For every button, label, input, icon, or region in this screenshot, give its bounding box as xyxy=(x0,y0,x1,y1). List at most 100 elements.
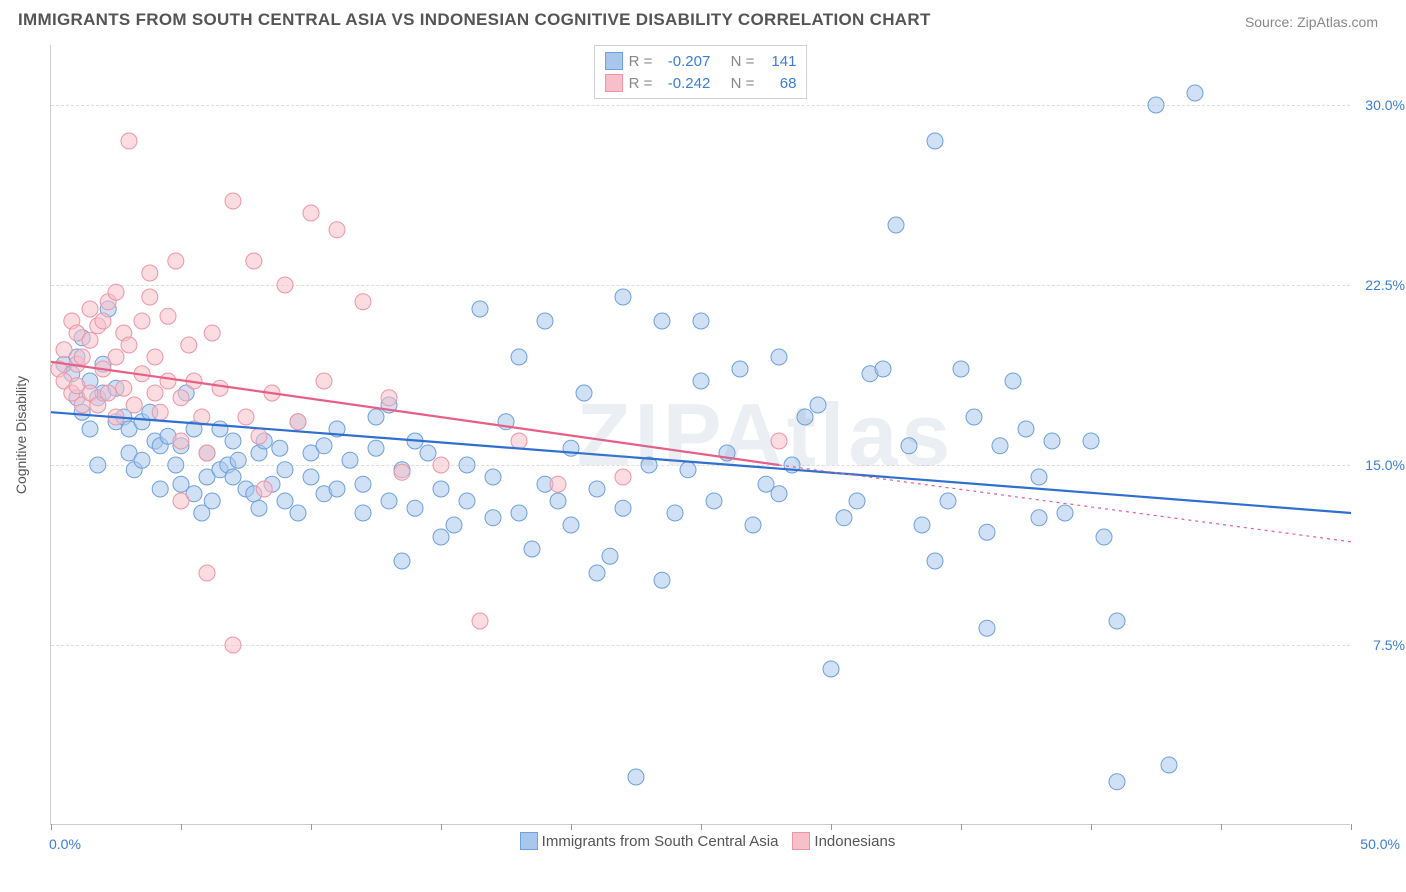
legend-swatch xyxy=(792,832,810,850)
data-point xyxy=(563,517,579,533)
x-tick-mark xyxy=(831,824,832,830)
data-point xyxy=(290,505,306,521)
data-point xyxy=(142,265,158,281)
data-point xyxy=(316,373,332,389)
data-point xyxy=(615,289,631,305)
data-point xyxy=(277,493,293,509)
data-point xyxy=(680,462,696,478)
data-point xyxy=(329,222,345,238)
data-point xyxy=(126,397,142,413)
data-point xyxy=(303,205,319,221)
legend-r-value: -0.207 xyxy=(658,53,710,70)
data-point xyxy=(90,457,106,473)
data-point xyxy=(277,277,293,293)
legend-swatch xyxy=(605,52,623,70)
data-point xyxy=(173,390,189,406)
data-point xyxy=(602,548,618,564)
data-point xyxy=(615,469,631,485)
data-point xyxy=(1187,85,1203,101)
data-point xyxy=(368,440,384,456)
y-tick-label: 7.5% xyxy=(1355,637,1405,653)
data-point xyxy=(927,553,943,569)
legend-r-value: -0.242 xyxy=(658,75,710,92)
data-point xyxy=(485,510,501,526)
data-point xyxy=(277,462,293,478)
data-point xyxy=(1031,469,1047,485)
x-tick-max: 50.0% xyxy=(1360,836,1400,852)
data-point xyxy=(693,313,709,329)
data-point xyxy=(875,361,891,377)
data-point xyxy=(732,361,748,377)
data-point xyxy=(914,517,930,533)
correlation-legend: R =-0.207 N =141R =-0.242 N =68 xyxy=(594,45,808,99)
data-point xyxy=(168,253,184,269)
legend-n-label: N = xyxy=(731,53,755,70)
data-point xyxy=(225,433,241,449)
data-point xyxy=(849,493,865,509)
data-point xyxy=(953,361,969,377)
data-point xyxy=(355,476,371,492)
plot-area: Cognitive Disability 7.5%15.0%22.5%30.0%… xyxy=(50,45,1350,825)
data-point xyxy=(394,553,410,569)
data-point xyxy=(82,301,98,317)
data-point xyxy=(394,464,410,480)
data-point xyxy=(771,486,787,502)
data-point xyxy=(550,476,566,492)
data-point xyxy=(134,313,150,329)
data-point xyxy=(121,133,137,149)
data-point xyxy=(142,289,158,305)
data-point xyxy=(355,505,371,521)
legend-r-label: R = xyxy=(629,53,653,70)
data-point xyxy=(134,452,150,468)
data-point xyxy=(56,342,72,358)
data-point xyxy=(446,517,462,533)
data-point xyxy=(901,438,917,454)
y-axis-label: Cognitive Disability xyxy=(13,375,29,493)
data-point xyxy=(628,769,644,785)
series-legend: Immigrants from South Central AsiaIndone… xyxy=(51,832,1350,850)
data-point xyxy=(82,332,98,348)
legend-n-label: N = xyxy=(731,75,755,92)
data-point xyxy=(212,380,228,396)
data-point xyxy=(979,620,995,636)
legend-n-value: 141 xyxy=(760,53,796,70)
data-point xyxy=(693,373,709,389)
legend-series-label: Indonesians xyxy=(814,833,895,850)
data-point xyxy=(173,433,189,449)
legend-row: R = -0.207 N = 141 xyxy=(605,50,797,72)
legend-swatch xyxy=(605,74,623,92)
data-point xyxy=(992,438,1008,454)
data-point xyxy=(147,349,163,365)
data-point xyxy=(433,481,449,497)
data-point xyxy=(272,440,288,456)
data-point xyxy=(1109,613,1125,629)
data-point xyxy=(1083,433,1099,449)
data-point xyxy=(1005,373,1021,389)
data-point xyxy=(1161,757,1177,773)
data-point xyxy=(524,541,540,557)
data-point xyxy=(329,481,345,497)
data-point xyxy=(108,349,124,365)
data-point xyxy=(1148,97,1164,113)
y-tick-label: 15.0% xyxy=(1355,457,1405,473)
x-tick-mark xyxy=(441,824,442,830)
data-point xyxy=(381,493,397,509)
data-point xyxy=(472,613,488,629)
data-point xyxy=(152,404,168,420)
data-point xyxy=(823,661,839,677)
data-point xyxy=(927,133,943,149)
data-point xyxy=(74,349,90,365)
y-tick-label: 30.0% xyxy=(1355,97,1405,113)
source-attribution: Source: ZipAtlas.com xyxy=(1245,14,1378,30)
data-point xyxy=(199,565,215,581)
data-point xyxy=(485,469,501,485)
data-point xyxy=(576,385,592,401)
data-point xyxy=(537,313,553,329)
data-point xyxy=(797,409,813,425)
x-tick-mark xyxy=(961,824,962,830)
y-tick-label: 22.5% xyxy=(1355,277,1405,293)
data-point xyxy=(654,572,670,588)
scatter-plot-svg xyxy=(51,45,1350,824)
data-point xyxy=(940,493,956,509)
data-point xyxy=(147,385,163,401)
